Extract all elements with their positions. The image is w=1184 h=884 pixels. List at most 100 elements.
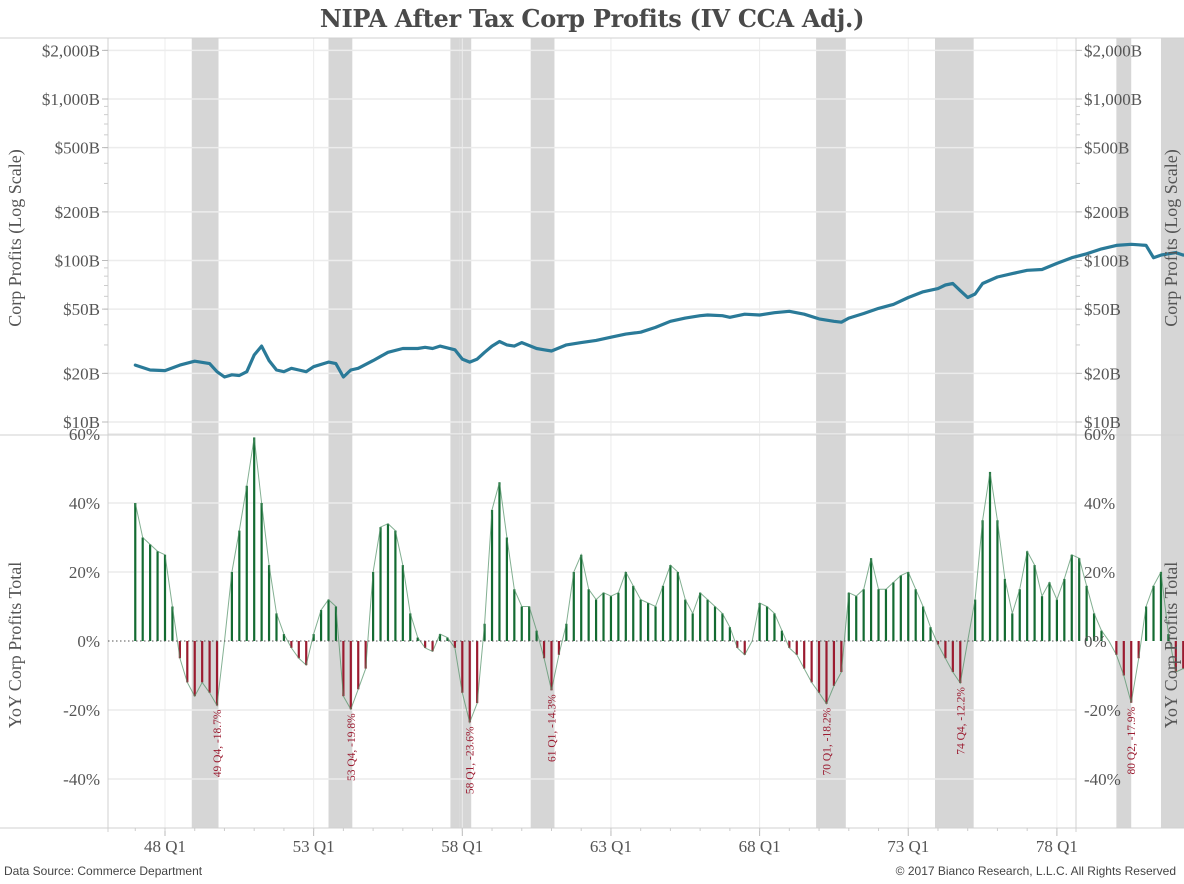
trough-annotation: 58 Q1, -23.6% <box>465 726 477 794</box>
yoy-bar <box>490 509 494 641</box>
yoy-bar <box>156 551 159 641</box>
yoy-bar <box>661 585 665 641</box>
y-tick-label-right: $1,000B <box>1084 90 1142 109</box>
yoy-bar <box>862 589 865 641</box>
yoy-bar <box>728 627 731 641</box>
yoy-outline <box>134 437 1184 725</box>
yoy-bar <box>149 544 152 641</box>
yoy-bar <box>334 606 338 641</box>
yoy-bar <box>706 599 709 641</box>
y-axis-title-left: YoY Corp Profits Total <box>5 562 25 728</box>
yoy-bar <box>944 641 947 659</box>
y-tick-label-left: -40% <box>63 770 100 789</box>
yoy-bar <box>1174 641 1177 673</box>
y-tick-label-right: $20B <box>1084 364 1121 383</box>
yoy-bar <box>936 641 940 645</box>
yoy-bar <box>840 641 843 673</box>
yoy-bar <box>446 637 449 641</box>
yoy-bar <box>758 603 761 641</box>
yoy-bar <box>743 641 746 655</box>
yoy-bar <box>817 641 821 693</box>
trough-annotation: 49 Q4, -18.7% <box>212 709 224 777</box>
y-tick-label-left: $1,000B <box>42 90 100 109</box>
yoy-bar <box>349 641 352 710</box>
yoy-bar <box>1092 613 1096 641</box>
y-tick-label-right: -40% <box>1084 770 1121 789</box>
gridlines <box>108 38 1076 828</box>
yoy-bar <box>297 641 300 659</box>
trough-annotation: 70 Q1, -18.2% <box>821 707 833 775</box>
y-tick-label-left: $200B <box>55 203 100 222</box>
yoy-bar <box>795 641 798 655</box>
y-tick-label-right: -20% <box>1084 701 1121 720</box>
yoy-bar <box>572 572 575 641</box>
yoy-bar <box>186 641 189 683</box>
yoy-bar <box>550 641 553 691</box>
yoy-bar <box>810 641 813 683</box>
yoy-bar <box>587 589 590 641</box>
yoy-bar <box>780 630 783 641</box>
yoy-bar <box>1078 558 1081 641</box>
yoy-bar <box>542 641 546 659</box>
y-tick-label-left: 0% <box>77 632 100 651</box>
yoy-bar <box>253 437 256 641</box>
yoy-bar <box>416 637 419 641</box>
yoy-bar <box>1026 551 1029 641</box>
yoy-bar <box>736 641 739 648</box>
yoy-bar <box>1018 589 1021 641</box>
yoy-bar <box>305 641 308 666</box>
yoy-bar <box>624 572 627 641</box>
yoy-bar <box>632 585 635 641</box>
yoy-bar <box>424 641 427 648</box>
trough-annotation: 53 Q4, -19.8% <box>346 713 358 781</box>
recession-bands <box>191 38 1184 828</box>
chart-title: NIPA After Tax Corp Profits (IV CCA Adj.… <box>319 4 865 33</box>
yoy-bar <box>260 503 263 641</box>
y-tick-label-right: 60% <box>1084 425 1115 444</box>
y-tick-label-right: 20% <box>1084 563 1115 582</box>
recession-band <box>459 38 472 828</box>
yoy-bar <box>319 609 323 641</box>
yoy-bar <box>1048 582 1051 641</box>
y-tick-label-right: $50B <box>1084 300 1121 319</box>
yoy-bar <box>907 572 910 641</box>
yoy-bar <box>528 606 531 641</box>
y-tick-label-left: $20B <box>63 364 100 383</box>
y-tick-label-left: 40% <box>69 494 100 513</box>
yoy-bar <box>647 603 650 641</box>
chart-frame <box>0 37 1184 832</box>
yoy-bar <box>357 641 360 690</box>
yoy-bar <box>1085 585 1088 641</box>
yoy-bar <box>580 554 583 641</box>
y-tick-label-right: $2,000B <box>1084 41 1142 60</box>
x-tick-label: 63 Q1 <box>590 837 632 856</box>
yoy-bar <box>134 503 137 641</box>
recession-band <box>1116 38 1132 828</box>
yoy-bar <box>676 572 679 641</box>
y-tick-label-right: 40% <box>1084 494 1115 513</box>
yoy-bar <box>1070 554 1073 641</box>
yoy-bar <box>1100 630 1103 641</box>
y-tick-label-left: $10B <box>63 413 100 432</box>
yoy-bar <box>275 613 278 641</box>
annotations: 16 Q4$1,741B49 Q4, -18.7%53 Q4, -19.8%58… <box>212 687 1138 794</box>
y-tick-label-right: $10B <box>1084 413 1121 432</box>
yoy-bar <box>929 627 932 641</box>
yoy-bar <box>721 613 724 641</box>
yoy-bar <box>669 565 672 641</box>
yoy-bar <box>409 613 412 641</box>
trough-annotation: 80 Q2, -17.9% <box>1126 706 1138 774</box>
yoy-bar <box>765 606 769 641</box>
yoy-bars <box>134 437 1184 723</box>
yoy-bar <box>342 641 345 697</box>
yoy-bar <box>468 641 471 723</box>
y-tick-label-left: $100B <box>55 252 100 271</box>
y-tick-label-left: -20% <box>63 701 100 720</box>
x-tick-label: 73 Q1 <box>887 837 929 856</box>
y-tick-label-right: 0% <box>1084 632 1107 651</box>
yoy-bar <box>163 554 167 641</box>
yoy-bar <box>476 641 479 704</box>
yoy-bar <box>327 599 330 641</box>
yoy-bar <box>1063 578 1066 641</box>
y-tick-label-right: $200B <box>1084 203 1129 222</box>
